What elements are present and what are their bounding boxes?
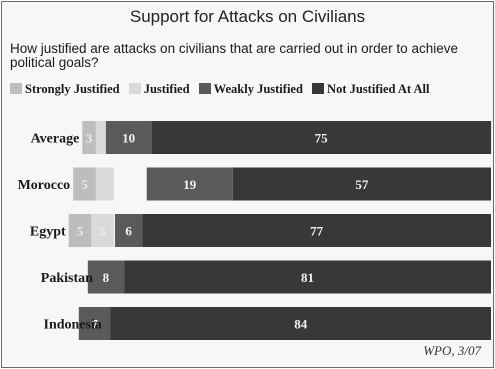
legend: Strongly Justified Justified Weakly Just… [10,82,495,97]
value-label-pakistan-not-justified-at-all: 81 [301,270,314,285]
legend-swatch-not-justified-at-all [312,83,325,94]
bar-pakistan-not-justified-at-all [124,260,491,294]
category-label-average: Average [31,132,80,147]
legend-label-strongly-justified: Strongly Justified [25,82,120,96]
chart-title: Support for Attacks on Civilians [129,7,366,26]
value-label-morocco-strongly-justified: 5 [81,177,88,192]
value-label-indonesia-weakly-justified: 7 [91,317,98,332]
bar-average-weakly-justified [105,121,152,154]
value-label-pakistan-weakly-justified: 8 [103,270,110,285]
value-label-egypt-not-justified-at-all: 77 [310,224,324,239]
legend-label-weakly-justified: Weakly Justified [213,82,303,96]
category-label-egypt: Egypt [30,225,66,240]
legend-item-justified: Justified [128,82,190,97]
legend-item-weakly-justified: Weakly Justified [198,82,303,97]
legend-label-not-justified-at-all: Not Justified At All [327,82,430,96]
bar-morocco-weakly-justified [146,167,233,201]
value-label-morocco-weakly-justified: 19 [183,177,197,192]
bar-morocco-not-justified-at-all [232,167,492,201]
legend-swatch-justified [128,83,141,94]
bar-average-not-justified-at-all [151,121,492,154]
legend-swatch-strongly-justified [10,83,22,94]
bar-morocco-strongly-justified [73,167,96,201]
bar-egypt-weakly-justified [115,214,143,247]
legend-swatch-weakly-justified [198,83,211,94]
value-label-average-weakly-justified: 10 [122,131,135,146]
source-note: WPO, 3/07 [423,343,481,358]
value-label-morocco-not-justified-at-all: 57 [355,177,369,192]
bar-egypt-strongly-justified [68,214,92,247]
bar-average-strongly-justified [82,121,96,154]
value-label-egypt-strongly-justified: 5 [77,224,84,239]
value-label-egypt-justified: 5 [99,224,106,239]
value-label-egypt-weakly-justified: 6 [125,224,132,239]
bar-egypt-justified [91,214,114,247]
bar-egypt-not-justified-at-all [142,214,491,247]
legend-item-not-justified-at-all: Not Justified At All [312,82,429,97]
legend-label-justified: Justified [143,82,190,96]
category-label-morocco: Morocco [18,178,71,193]
bar-indonesia-weakly-justified [78,307,111,340]
category-label-indonesia: Indonesia [44,318,102,333]
value-label-average-not-justified-at-all: 75 [315,131,329,146]
chart-subtitle: How justified are attacks on civilians t… [10,41,458,70]
category-label-pakistan: Pakistan [41,271,93,286]
value-label-average-strongly-justified: 3 [86,131,93,146]
bar-pakistan-weakly-justified [87,260,124,294]
bar-morocco-justified [95,167,114,201]
legend-item-strongly-justified: Strongly Justified [10,82,120,97]
value-label-indonesia-not-justified-at-all: 84 [294,317,308,332]
bar-indonesia-not-justified-at-all [110,307,491,340]
